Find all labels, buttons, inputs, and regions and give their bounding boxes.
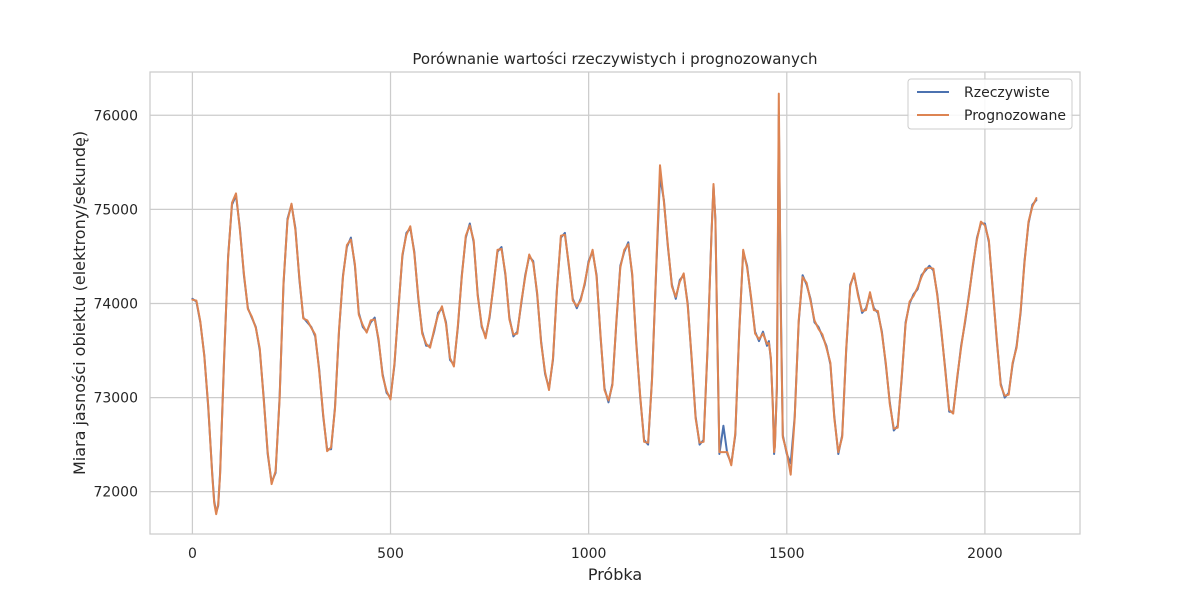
y-tick-label: 76000 xyxy=(93,108,138,124)
x-axis-title: Próbka xyxy=(588,565,642,584)
series-lines xyxy=(191,92,1038,516)
y-tick-label: 72000 xyxy=(93,485,138,501)
grid-lines xyxy=(150,72,1080,534)
x-tick-label: 0 xyxy=(188,546,197,562)
y-axis-title: Miara jasności obiektu (elektrony/sekund… xyxy=(70,131,89,475)
x-tick-label: 1000 xyxy=(571,546,607,562)
y-tick-label: 75000 xyxy=(93,202,138,218)
y-tick-labels: 72000 73000 74000 75000 76000 xyxy=(93,108,138,500)
legend-label-actual: Rzeczywiste xyxy=(964,85,1050,101)
y-tick-label: 73000 xyxy=(93,391,138,407)
plot-frame xyxy=(149,71,1081,535)
legend: Rzeczywiste Prognozowane xyxy=(907,78,1073,130)
y-tick-label: 74000 xyxy=(93,296,138,312)
series-line-predicted xyxy=(191,92,1038,516)
legend-label-predicted: Prognozowane xyxy=(964,108,1066,124)
x-tick-label: 2000 xyxy=(967,546,1003,562)
x-tick-label: 1500 xyxy=(769,546,805,562)
x-tick-labels: 0 500 1000 1500 2000 xyxy=(188,546,1003,562)
series-line-actual xyxy=(191,114,1038,514)
chart-title: Porównanie wartości rzeczywistych i prog… xyxy=(412,50,817,68)
x-tick-label: 500 xyxy=(377,546,404,562)
